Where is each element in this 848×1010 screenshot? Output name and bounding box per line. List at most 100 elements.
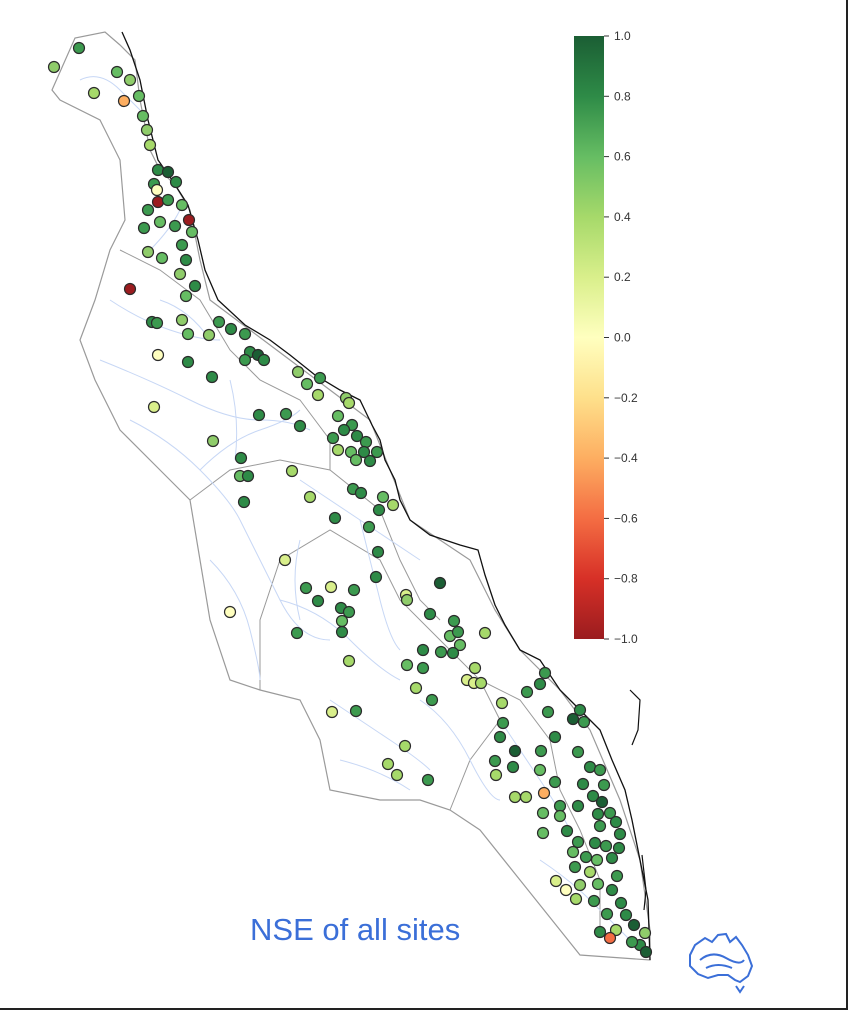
site-marker[interactable] (342, 654, 356, 668)
site-marker[interactable] (495, 696, 509, 710)
site-marker[interactable] (506, 760, 520, 774)
site-marker[interactable] (151, 163, 165, 177)
site-marker[interactable] (181, 355, 195, 369)
site-marker[interactable] (434, 645, 448, 659)
site-marker[interactable] (179, 289, 193, 303)
site-marker[interactable] (252, 408, 266, 422)
site-marker[interactable] (153, 215, 167, 229)
site-marker[interactable] (151, 348, 165, 362)
site-marker[interactable] (536, 806, 550, 820)
site-marker[interactable] (591, 877, 605, 891)
site-marker[interactable] (605, 851, 619, 865)
site-marker[interactable] (179, 253, 193, 267)
site-marker[interactable] (609, 815, 623, 829)
site-marker[interactable] (363, 454, 377, 468)
site-marker[interactable] (619, 908, 633, 922)
site-marker[interactable] (299, 581, 313, 595)
site-marker[interactable] (335, 614, 349, 628)
site-marker[interactable] (72, 41, 86, 55)
site-marker[interactable] (202, 328, 216, 342)
site-marker[interactable] (400, 658, 414, 672)
site-marker[interactable] (337, 423, 351, 437)
site-marker[interactable] (141, 245, 155, 259)
site-marker[interactable] (143, 138, 157, 152)
site-marker[interactable] (508, 790, 522, 804)
site-marker[interactable] (400, 593, 414, 607)
site-marker[interactable] (123, 73, 137, 87)
site-marker[interactable] (548, 775, 562, 789)
site-marker[interactable] (593, 763, 607, 777)
site-marker[interactable] (595, 795, 609, 809)
site-marker[interactable] (603, 806, 617, 820)
site-marker[interactable] (573, 703, 587, 717)
site-marker[interactable] (175, 238, 189, 252)
site-marker[interactable] (520, 685, 534, 699)
site-marker[interactable] (359, 435, 373, 449)
site-marker[interactable] (553, 799, 567, 813)
site-marker[interactable] (398, 739, 412, 753)
site-marker[interactable] (181, 327, 195, 341)
site-marker[interactable] (362, 520, 376, 534)
site-marker[interactable] (613, 827, 627, 841)
site-marker[interactable] (279, 407, 293, 421)
site-marker[interactable] (536, 826, 550, 840)
site-marker[interactable] (566, 845, 580, 859)
site-marker[interactable] (376, 490, 390, 504)
site-marker[interactable] (493, 730, 507, 744)
site-marker[interactable] (583, 760, 597, 774)
site-marker[interactable] (568, 860, 582, 874)
site-marker[interactable] (593, 925, 607, 939)
site-marker[interactable] (566, 712, 580, 726)
site-marker[interactable] (237, 495, 251, 509)
site-marker[interactable] (533, 763, 547, 777)
site-marker[interactable] (579, 850, 593, 864)
site-marker[interactable] (150, 183, 164, 197)
site-marker[interactable] (614, 896, 628, 910)
site-marker[interactable] (182, 213, 196, 227)
site-marker[interactable] (386, 498, 400, 512)
site-marker[interactable] (559, 883, 573, 897)
site-marker[interactable] (313, 371, 327, 385)
site-marker[interactable] (451, 625, 465, 639)
site-marker[interactable] (609, 923, 623, 937)
site-marker[interactable] (446, 646, 460, 660)
site-marker[interactable] (603, 931, 617, 945)
site-marker[interactable] (537, 786, 551, 800)
site-marker[interactable] (342, 605, 356, 619)
site-marker[interactable] (409, 681, 423, 695)
site-marker[interactable] (416, 643, 430, 657)
site-marker[interactable] (496, 716, 510, 730)
site-marker[interactable] (147, 400, 161, 414)
site-marker[interactable] (169, 175, 183, 189)
site-marker[interactable] (478, 626, 492, 640)
site-marker[interactable] (560, 824, 574, 838)
site-marker[interactable] (508, 744, 522, 758)
site-marker[interactable] (342, 396, 356, 410)
site-marker[interactable] (587, 894, 601, 908)
site-marker[interactable] (534, 744, 548, 758)
site-marker[interactable] (577, 715, 591, 729)
site-marker[interactable] (335, 625, 349, 639)
site-marker[interactable] (311, 388, 325, 402)
site-marker[interactable] (137, 221, 151, 235)
site-marker[interactable] (136, 109, 150, 123)
site-marker[interactable] (223, 605, 237, 619)
site-marker[interactable] (331, 409, 345, 423)
site-marker[interactable] (425, 693, 439, 707)
site-marker[interactable] (303, 490, 317, 504)
site-marker[interactable] (591, 807, 605, 821)
site-marker[interactable] (638, 926, 652, 940)
site-marker[interactable] (206, 434, 220, 448)
site-marker[interactable] (175, 198, 189, 212)
site-marker[interactable] (161, 165, 175, 179)
site-marker[interactable] (627, 918, 641, 932)
site-marker[interactable] (47, 60, 61, 74)
site-marker[interactable] (390, 768, 404, 782)
site-marker[interactable] (311, 594, 325, 608)
site-marker[interactable] (205, 370, 219, 384)
site-marker[interactable] (370, 445, 384, 459)
site-marker[interactable] (371, 545, 385, 559)
site-marker[interactable] (571, 799, 585, 813)
site-marker[interactable] (151, 195, 165, 209)
site-marker[interactable] (489, 768, 503, 782)
